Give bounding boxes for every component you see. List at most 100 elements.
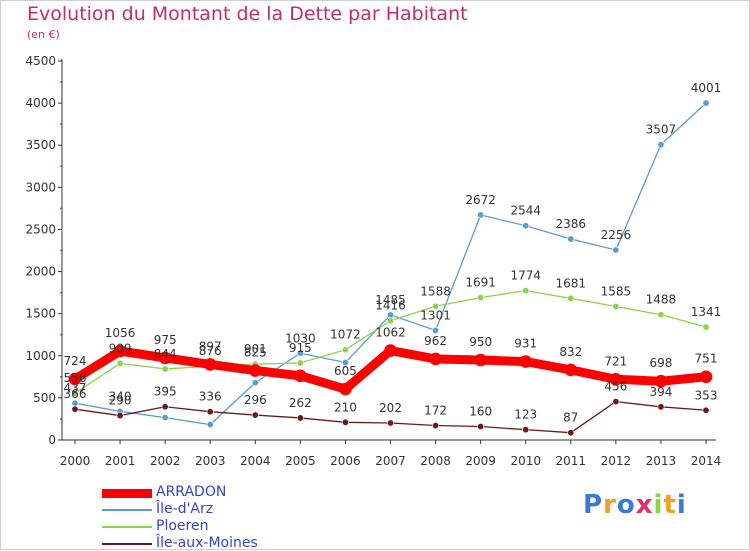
- data-label: 87: [563, 411, 578, 425]
- series-point-3: [341, 418, 349, 426]
- series-point-1: [612, 246, 620, 254]
- legend-swatch: [102, 543, 152, 545]
- series-point-2: [477, 294, 485, 302]
- series-point-2: [386, 317, 394, 325]
- data-label: 909: [109, 341, 132, 355]
- series-point-0: [158, 351, 172, 365]
- x-tick-label: 2000: [60, 454, 91, 468]
- y-minor-tick: [60, 291, 62, 294]
- data-label: 1341: [691, 305, 722, 319]
- x-tick-label: 2003: [195, 454, 226, 468]
- series-point-3: [477, 423, 485, 431]
- y-minor-tick: [60, 207, 62, 210]
- series-point-0: [68, 372, 82, 386]
- series-point-2: [296, 359, 304, 367]
- legend-swatch: [102, 509, 152, 511]
- data-label: 721: [604, 354, 627, 368]
- series-point-0: [429, 352, 442, 366]
- data-label: 897: [199, 339, 222, 353]
- series-point-1: [251, 379, 259, 387]
- x-tick-label: 2012: [601, 454, 632, 468]
- legend-swatch: [102, 526, 152, 528]
- legend-label: Ploeren: [156, 518, 209, 534]
- data-label: 172: [424, 404, 447, 418]
- series-point-1: [296, 349, 304, 357]
- series-point-1: [341, 359, 349, 367]
- data-label: 2256: [601, 228, 632, 242]
- data-label: 395: [154, 385, 177, 399]
- logo-letter: P: [583, 490, 604, 520]
- data-label: 366: [64, 387, 87, 401]
- data-label: 394: [649, 385, 672, 399]
- series-point-2: [71, 389, 79, 397]
- series-point-0: [699, 370, 713, 384]
- series-point-1: [567, 235, 575, 243]
- data-label: 975: [154, 333, 177, 347]
- data-label: 2672: [465, 193, 496, 207]
- series-point-0: [294, 369, 307, 383]
- logo-letter: i: [653, 490, 664, 520]
- data-label: 1488: [646, 293, 677, 307]
- data-label: 1485: [375, 293, 406, 307]
- series-point-3: [296, 414, 304, 422]
- x-tick-label: 2013: [646, 454, 677, 468]
- series-point-3: [657, 403, 665, 411]
- x-tick-label: 2011: [556, 454, 587, 468]
- series-point-0: [654, 374, 668, 388]
- data-label: 901: [244, 342, 267, 356]
- series-point-0: [248, 364, 262, 377]
- data-label: 202: [379, 401, 402, 415]
- series-point-0: [203, 358, 217, 371]
- y-tick-label: 1500: [25, 307, 56, 321]
- x-tick-label: 2005: [285, 454, 316, 468]
- series-point-3: [702, 406, 710, 414]
- data-label: 336: [199, 390, 222, 404]
- series-point-3: [71, 405, 79, 413]
- series-point-0: [113, 344, 127, 358]
- x-tick-label: 2010: [510, 454, 541, 468]
- data-label: 915: [289, 341, 312, 355]
- data-label: 698: [649, 356, 672, 370]
- logo-letter: x: [635, 490, 654, 520]
- data-label: 832: [559, 345, 582, 359]
- y-minor-tick: [60, 165, 62, 168]
- series-point-1: [432, 326, 440, 334]
- y-minor-tick: [60, 333, 62, 336]
- series-point-2: [522, 287, 530, 295]
- series-point-2: [612, 303, 620, 311]
- series-point-2: [432, 302, 440, 310]
- x-tick-label: 2014: [691, 454, 722, 468]
- series-point-3: [116, 412, 124, 420]
- data-label: 1588: [420, 284, 451, 298]
- x-tick-label: 2008: [420, 454, 451, 468]
- data-label: 456: [604, 380, 627, 394]
- data-label: 556: [64, 371, 87, 385]
- series-point-1: [522, 222, 530, 230]
- y-tick-label: 2500: [25, 222, 56, 236]
- series-point-3: [251, 411, 259, 419]
- series-point-0: [339, 382, 352, 396]
- data-label: 210: [334, 400, 357, 414]
- x-tick-label: 2006: [330, 454, 361, 468]
- series-point-1: [477, 211, 485, 219]
- data-label: 1301: [420, 308, 451, 322]
- data-label: 262: [289, 396, 312, 410]
- logo-letter: r: [603, 490, 617, 520]
- y-minor-tick: [60, 123, 62, 126]
- series-point-0: [519, 355, 533, 368]
- data-label: 962: [424, 334, 447, 348]
- chart-title: Evolution du Montant de la Dette par Hab…: [27, 3, 468, 25]
- y-tick-label: 4000: [25, 96, 56, 110]
- legend-label: Île-d'Arz: [156, 501, 214, 517]
- data-label: 825: [244, 346, 267, 360]
- series-point-1: [702, 99, 710, 107]
- data-label: 290: [109, 394, 132, 408]
- data-label: 2544: [510, 204, 541, 218]
- data-label: 1774: [510, 269, 541, 283]
- proxiti-logo: Proxiti: [583, 490, 687, 520]
- series-point-3: [612, 398, 620, 406]
- data-label: 353: [695, 388, 718, 402]
- x-tick-label: 2002: [150, 454, 181, 468]
- y-tick-label: 1000: [25, 349, 56, 363]
